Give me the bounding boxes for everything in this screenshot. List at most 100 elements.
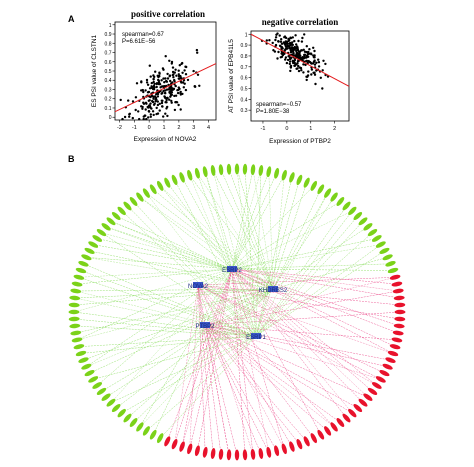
network-edge — [212, 170, 274, 290]
data-point — [172, 76, 175, 79]
data-point — [285, 61, 289, 65]
network-edge — [101, 232, 257, 337]
network-node — [218, 164, 224, 176]
network-edge — [110, 335, 257, 403]
network-node — [392, 330, 404, 336]
network-node — [194, 445, 200, 457]
network-node — [375, 241, 386, 248]
network-edge — [204, 324, 328, 432]
network-edge — [204, 311, 401, 326]
data-point — [181, 81, 185, 84]
network-node — [242, 449, 248, 461]
data-point — [297, 64, 300, 68]
hub-label: PTBP2 — [195, 324, 215, 330]
network-edge — [139, 268, 233, 428]
network-node — [69, 295, 81, 301]
data-point — [145, 81, 149, 84]
network-edge — [204, 324, 277, 451]
network-edge — [231, 175, 285, 270]
data-point — [123, 115, 127, 119]
data-point — [313, 63, 317, 66]
network-edge — [197, 284, 385, 374]
network-node — [330, 422, 338, 432]
data-point — [315, 61, 318, 64]
hub-label: ESRP1 — [246, 335, 266, 341]
network-edge — [139, 288, 274, 428]
data-point — [166, 96, 169, 100]
network-edge — [153, 189, 274, 290]
data-point — [301, 36, 304, 40]
data-point — [277, 50, 280, 54]
network-edge — [197, 284, 254, 455]
data-point — [143, 114, 147, 117]
data-point — [157, 82, 160, 85]
data-point — [148, 99, 151, 102]
network-node — [179, 441, 185, 452]
data-point — [158, 72, 161, 75]
network-edge — [252, 169, 274, 290]
y-tick-label: 1 — [245, 32, 248, 38]
network-edge — [231, 268, 285, 449]
x-tick-label: 0 — [148, 125, 151, 131]
data-point — [289, 51, 293, 54]
x-tick-label: 2 — [333, 126, 336, 132]
data-point — [274, 43, 278, 47]
hub-marker — [251, 333, 261, 339]
network-edge — [204, 324, 300, 445]
data-point — [283, 35, 287, 38]
data-point — [167, 88, 171, 91]
data-point — [298, 54, 301, 57]
data-point — [289, 69, 292, 73]
data-point — [179, 75, 182, 78]
data-point — [152, 77, 155, 81]
data-point — [164, 77, 167, 80]
data-point — [152, 113, 155, 117]
network-edge — [204, 324, 335, 428]
network-edge — [77, 268, 233, 341]
network-edge — [73, 268, 233, 313]
hub-esrp2: ESRP2 — [222, 266, 242, 274]
data-point — [164, 89, 167, 92]
network-node — [106, 398, 116, 407]
data-point — [156, 92, 160, 96]
y-tick-label: 0.3 — [105, 87, 112, 93]
network-edge — [80, 335, 257, 354]
data-point — [171, 70, 175, 74]
data-point — [289, 44, 292, 47]
data-point — [178, 87, 181, 91]
data-point — [166, 77, 170, 80]
x-tick-label: 1 — [309, 126, 312, 132]
data-point — [138, 117, 141, 121]
data-point — [310, 73, 313, 76]
network-node — [342, 413, 351, 423]
network-node — [379, 247, 390, 254]
data-point — [280, 42, 284, 45]
data-point — [276, 57, 279, 60]
data-point — [156, 95, 160, 98]
data-point — [317, 61, 321, 64]
data-point — [151, 99, 154, 103]
network-edge — [174, 179, 257, 337]
data-point — [134, 96, 138, 99]
data-point — [184, 88, 188, 92]
chart-title: negative correlation — [262, 17, 339, 27]
network-node — [392, 288, 404, 294]
network-edge — [228, 169, 274, 290]
network-edge — [77, 288, 274, 341]
network-node — [389, 344, 401, 350]
network-node — [164, 436, 171, 447]
data-point — [306, 74, 310, 77]
data-point — [301, 56, 304, 59]
network-edge — [197, 284, 293, 447]
network-node — [367, 229, 378, 237]
network-node — [234, 163, 240, 175]
data-point — [182, 86, 185, 89]
scatter-points — [119, 48, 201, 121]
y-axis-label: ES PSI value of CLSTN1 — [91, 34, 98, 107]
data-point — [152, 103, 156, 107]
network-edge — [152, 268, 233, 435]
data-point — [164, 55, 167, 58]
data-point — [295, 43, 298, 46]
data-point — [288, 62, 291, 66]
network-edge — [101, 232, 233, 270]
